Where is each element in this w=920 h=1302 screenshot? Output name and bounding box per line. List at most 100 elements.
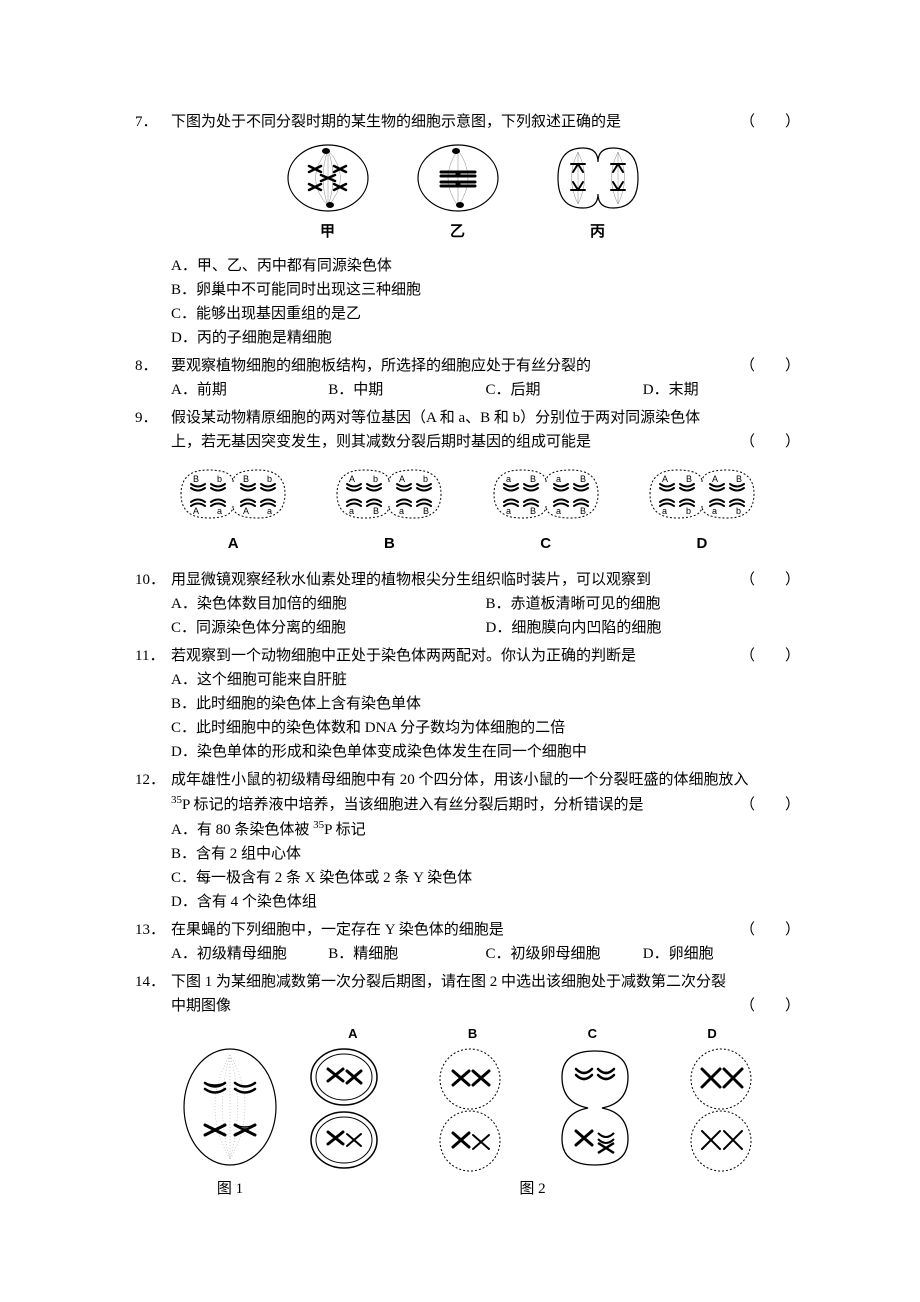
svg-text:B: B (580, 506, 586, 516)
q10-opt-a: A．染色体数目加倍的细胞 (171, 592, 486, 616)
q14-fig2-wrap: A B C D (285, 1024, 780, 1201)
q12-text1: 成年雄性小鼠的初级精母细胞中有 20 个四分体，用该小鼠的一个分裂旺盛的体细胞放… (171, 768, 800, 792)
question-14: 14． 下图 1 为某细胞减数第一次分裂后期图，请在图 2 中选出该细胞处于减数… (135, 970, 800, 1201)
q14-label-d: D (707, 1024, 716, 1045)
q7-paren: （ ） (726, 110, 800, 134)
q8-opt-c: C．后期 (486, 378, 643, 402)
q11-opt-a: A．这个细胞可能来自肝脏 (171, 668, 800, 692)
question-9: 9． 假设某动物精原细胞的两对等位基因（A 和 a、B 和 b）分别位于两对同源… (135, 406, 800, 556)
q9-paren: （ ） (726, 430, 800, 454)
q13-num: 13． (135, 918, 171, 942)
q12-text2-mid: P 标记的培养液中培养，当该细胞进入有丝分裂后期时，分析错误的是 (182, 797, 644, 813)
q9-text-content: 假设某动物精原细胞的两对等位基因（A 和 a、B 和 b）分别位于两对同源染色体… (171, 410, 700, 450)
q14-cell-c (554, 1045, 636, 1175)
q9-diagram-a: Bb Aa Bb Aa (173, 464, 293, 530)
q10-text: 用显微镜观察经秋水仙素处理的植物根尖分生组织临时装片，可以观察到 (171, 568, 726, 592)
q14-images: 图 1 A B C D (135, 1024, 800, 1201)
svg-text:B: B (423, 506, 429, 516)
q9-diagram-row: Bb Aa Bb Aa A (135, 464, 800, 556)
q11-text: 若观察到一个动物细胞中正处于染色体两两配对。你认为正确的判断是 (171, 644, 726, 668)
svg-text:B: B (243, 474, 249, 484)
q13-text: 在果蝇的下列细胞中，一定存在 Y 染色体的细胞是 (171, 918, 726, 942)
q10-paren: （ ） (726, 568, 800, 592)
q8-paren: （ ） (726, 354, 800, 378)
svg-text:A: A (399, 474, 405, 484)
q11-opt-d: D．染色单体的形成和染色单体变成染色体发生在同一个细胞中 (171, 740, 800, 764)
q10-opt-c: C．同源染色体分离的细胞 (171, 616, 486, 640)
svg-text:A: A (349, 474, 355, 484)
svg-text:a: a (217, 506, 222, 516)
q9-cell-a: Bb Aa Bb Aa A (173, 464, 293, 556)
q12-num: 12． (135, 768, 171, 792)
svg-text:a: a (506, 474, 511, 484)
svg-text:a: a (349, 506, 354, 516)
q7-cell-jia: 甲 (283, 142, 373, 244)
svg-text:B: B (686, 474, 692, 484)
q14-label-b: B (468, 1024, 477, 1045)
q14-fig2-label: 图 2 (285, 1177, 780, 1201)
question-11: 11． 若观察到一个动物细胞中正处于染色体两两配对。你认为正确的判断是 （ ） … (135, 644, 800, 764)
q10-opt-d: D．细胞膜向内凹陷的细胞 (486, 616, 801, 640)
q14-text: 下图 1 为某细胞减数第一次分裂后期图，请在图 2 中选出该细胞处于减数第二次分… (171, 970, 726, 1018)
q9-num: 9． (135, 406, 171, 430)
question-10: 10． 用显微镜观察经秋水仙素处理的植物根尖分生组织临时装片，可以观察到 （ ）… (135, 568, 800, 640)
q7-text: 下图为处于不同分裂时期的某生物的细胞示意图，下列叙述正确的是 (171, 110, 726, 134)
question-7: 7． 下图为处于不同分裂时期的某生物的细胞示意图，下列叙述正确的是 （ ） (135, 110, 800, 350)
svg-text:B: B (373, 506, 379, 516)
q13-opt-b: B．精细胞 (328, 942, 485, 966)
svg-text:a: a (506, 506, 511, 516)
svg-text:b: b (686, 506, 691, 516)
svg-text:B: B (530, 474, 536, 484)
q7-label-jia: 甲 (283, 220, 373, 244)
q14-cell-d (680, 1045, 762, 1175)
q9-label-c: C (486, 532, 606, 556)
q11-paren: （ ） (726, 644, 800, 668)
svg-text:a: a (712, 506, 717, 516)
question-12: 12． 成年雄性小鼠的初级精母细胞中有 20 个四分体，用该小鼠的一个分裂旺盛的… (135, 768, 800, 914)
q13-opt-a: A．初级精母细胞 (171, 942, 328, 966)
q12-opt-d: D．含有 4 个染色体组 (171, 890, 800, 914)
q12-text2: 35P 标记的培养液中培养，当该细胞进入有丝分裂后期时，分析错误的是 (171, 792, 726, 817)
q10-opt-b: B．赤道板清晰可见的细胞 (486, 592, 801, 616)
q12-opt-b: B．含有 2 组中心体 (171, 842, 800, 866)
q12-sup: 35 (171, 794, 182, 806)
q12-opt-c: C．每一极含有 2 条 X 染色体或 2 条 Y 染色体 (171, 866, 800, 890)
question-8: 8． 要观察植物细胞的细胞板结构，所选择的细胞应处于有丝分裂的 （ ） A．前期… (135, 354, 800, 402)
q11-num: 11． (135, 644, 171, 668)
q9-cell-c: aB aB aB aB C (486, 464, 606, 556)
svg-text:B: B (193, 474, 199, 484)
svg-text:A: A (193, 506, 199, 516)
q8-opt-d: D．末期 (643, 378, 800, 402)
q14-cell-a (303, 1045, 385, 1175)
q7-label-bing: 丙 (543, 220, 653, 244)
q13-opt-d: D．卵细胞 (643, 942, 800, 966)
q14-num: 14． (135, 970, 171, 994)
q7-cell-yi: 乙 (413, 142, 503, 244)
q13-paren: （ ） (726, 918, 800, 942)
q9-diagram-b: Ab aB Ab aB (329, 464, 449, 530)
svg-text:a: a (662, 506, 667, 516)
svg-text:b: b (736, 506, 741, 516)
q7-opt-d: D．丙的子细胞是精细胞 (171, 326, 800, 350)
q7-opt-c: C．能够出现基因重组的是乙 (171, 302, 800, 326)
q9-diagram-c: aB aB aB aB (486, 464, 606, 530)
cell-diagram-yi (413, 142, 503, 218)
q14-text-content: 下图 1 为某细胞减数第一次分裂后期图，请在图 2 中选出该细胞处于减数第二次分… (171, 974, 726, 1014)
q9-cell-d: AB ab AB ab D (642, 464, 762, 556)
q10-num: 10． (135, 568, 171, 592)
q8-opt-a: A．前期 (171, 378, 328, 402)
q8-num: 8． (135, 354, 171, 378)
q14-fig1-wrap: 图 1 (175, 1045, 285, 1201)
svg-text:a: a (267, 506, 272, 516)
svg-text:b: b (423, 474, 428, 484)
q14-paren: （ ） (726, 994, 800, 1018)
q11-opt-c: C．此时细胞中的染色体数和 DNA 分子数均为体细胞的二倍 (171, 716, 800, 740)
svg-text:A: A (243, 506, 249, 516)
svg-text:a: a (556, 506, 561, 516)
svg-text:A: A (662, 474, 668, 484)
q7-num: 7． (135, 110, 171, 134)
svg-text:b: b (217, 474, 222, 484)
q8-text: 要观察植物细胞的细胞板结构，所选择的细胞应处于有丝分裂的 (171, 354, 726, 378)
q12-opt-a: A．有 80 条染色体被 35P 标记 (171, 817, 800, 842)
q7-label-yi: 乙 (413, 220, 503, 244)
